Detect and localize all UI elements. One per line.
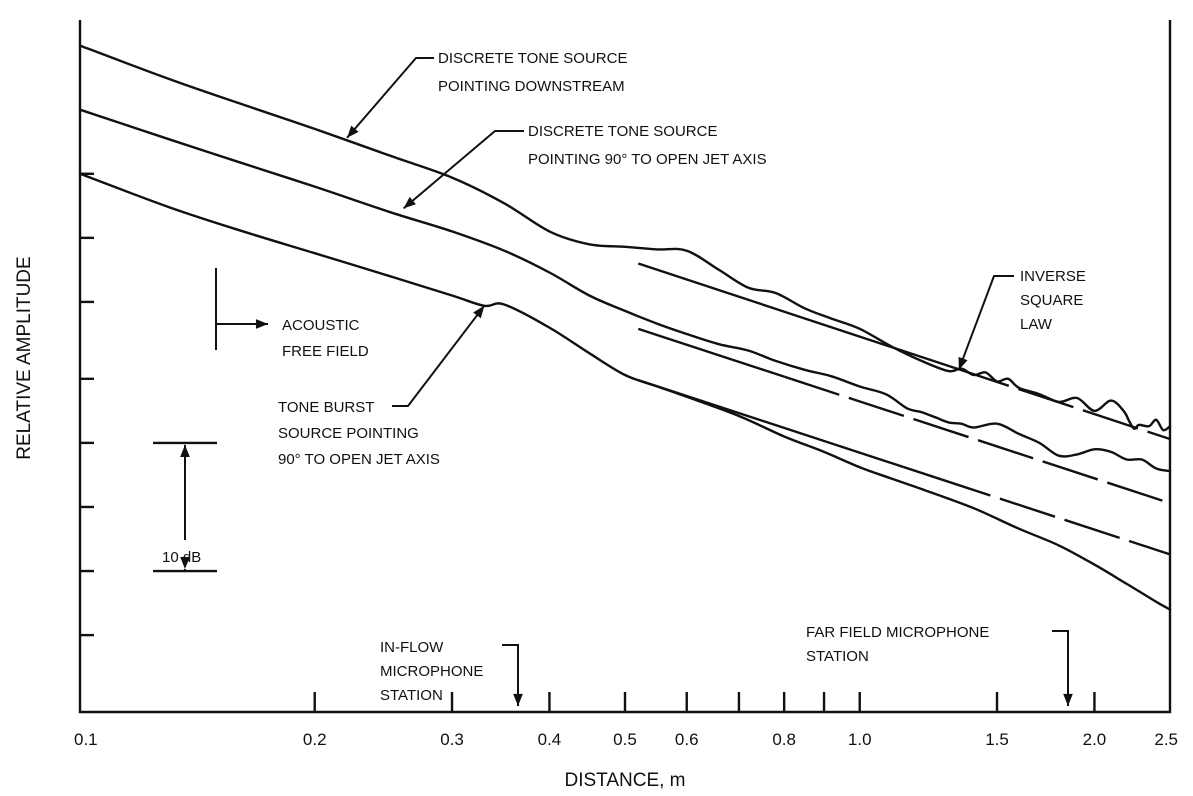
x-tick-label: 2.0 — [1083, 730, 1107, 749]
axes: 0.1 0.2 0.3 0.4 0.5 0.6 0.8 1.0 1.5 2.0 2.5 — [74, 20, 1178, 749]
annotations: DISCRETE TONE SOURCE POINTING DOWNSTREAM D… — [215, 50, 1086, 706]
x-tick-label: 0.3 — [440, 730, 464, 749]
scale-bar-label: 10 dB — [162, 549, 201, 566]
label-tone-burst-arrowhead — [473, 305, 485, 319]
x-tick-label: 0.8 — [772, 730, 796, 749]
label-tone-burst-arrow — [392, 305, 486, 407]
inverse-square-line-2-solid — [637, 327, 785, 378]
label-free-field-arrowhead — [255, 319, 268, 329]
inverse-square-line-2-dashed — [783, 375, 1171, 505]
label-far-field-text: FAR FIELD MICROPHONE — [806, 624, 989, 641]
x-tick-label: 1.0 — [848, 730, 872, 749]
label-far-field-arrowhead — [1063, 693, 1073, 706]
scale-bar-arrowhead-down — [180, 556, 190, 570]
x-tick-label: 0.1 — [74, 730, 98, 749]
label-free-field-text: ACOUSTIC — [282, 317, 360, 334]
x-tick-label: 0.6 — [675, 730, 699, 749]
label-in-flow-text: IN-FLOW — [380, 639, 444, 656]
label-far-field-text: STATION — [806, 648, 869, 665]
x-tick-label: 1.5 — [985, 730, 1009, 749]
label-inverse-square-text: LAW — [1020, 316, 1053, 333]
x-tick-label: 0.5 — [613, 730, 637, 749]
data-curves — [78, 44, 1172, 611]
label-inverse-square-text: SQUARE — [1020, 292, 1083, 309]
label-downstream-arrow — [346, 57, 434, 139]
label-in-flow-arrowhead — [513, 693, 523, 706]
scale-bar-arrowhead-up — [180, 444, 190, 457]
label-tone-burst-text: 90° TO OPEN JET AXIS — [278, 451, 440, 468]
x-tick-label: 0.4 — [538, 730, 562, 749]
label-inverse-square-arrowhead — [958, 356, 968, 370]
curve-tone-burst — [78, 172, 1172, 611]
inverse-square-line-3-dashed — [934, 476, 1171, 556]
label-in-flow-arrow — [502, 644, 519, 706]
label-90-degree-text: DISCRETE TONE SOURCE — [528, 123, 717, 140]
label-downstream-text: POINTING DOWNSTREAM — [438, 78, 625, 95]
curve-downstream — [78, 44, 1172, 432]
label-downstream-text: DISCRETE TONE SOURCE — [438, 50, 627, 67]
label-90-degree-text: POINTING 90° TO OPEN JET AXIS — [528, 151, 767, 168]
label-90-degree-arrow — [402, 130, 524, 210]
label-far-field-arrow — [1052, 630, 1069, 706]
label-tone-burst-text: TONE BURST — [278, 399, 374, 416]
inverse-square-line-1-dashed — [953, 366, 1171, 441]
curve-90-degree — [78, 108, 1172, 473]
x-tick-label: 2.5 — [1154, 730, 1178, 749]
y-axis-label: RELATIVE AMPLITUDE — [14, 256, 35, 459]
label-in-flow-text: MICROPHONE — [380, 663, 483, 680]
x-tick-label: 0.2 — [303, 730, 327, 749]
label-downstream-arrowhead — [346, 125, 359, 138]
x-axis-label: DISTANCE, m — [564, 770, 685, 791]
label-in-flow-text: STATION — [380, 687, 443, 704]
label-free-field-text: FREE FIELD — [282, 343, 369, 360]
label-inverse-square-arrow — [957, 275, 1014, 371]
label-90-degree-arrowhead — [403, 196, 416, 209]
scale-bar: 10 dB — [153, 441, 217, 573]
inverse-square-line-1-solid — [637, 262, 955, 369]
label-inverse-square-text: INVERSE — [1020, 268, 1086, 285]
label-tone-burst-text: SOURCE POINTING — [278, 425, 419, 442]
